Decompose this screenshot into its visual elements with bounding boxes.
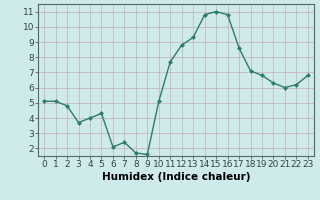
X-axis label: Humidex (Indice chaleur): Humidex (Indice chaleur) [102,172,250,182]
